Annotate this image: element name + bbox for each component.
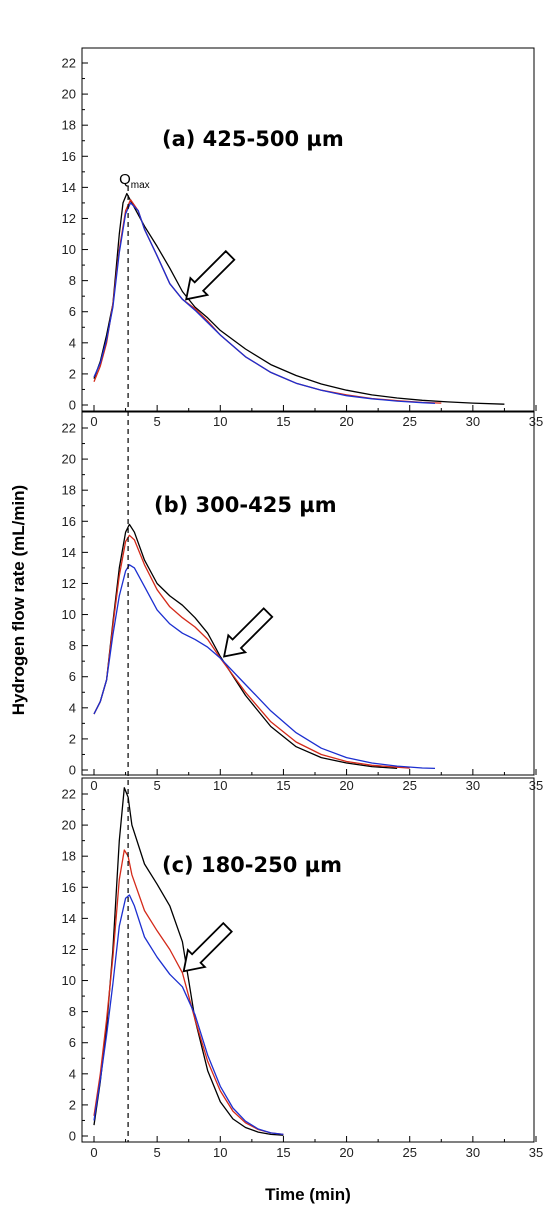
panel-c-ytick-label: 6 [69, 1035, 76, 1050]
panel-a-frame [81, 47, 535, 412]
panel-a-arrow [185, 249, 236, 301]
panel-a-ytick-label: 6 [69, 304, 76, 319]
panel-b-ytick-label: 14 [62, 545, 76, 560]
panel-b-xtick-label: 25 [402, 778, 416, 793]
y-axis-title: Hydrogen flow rate (mL/min) [9, 485, 28, 715]
panel-b-ytick-label: 8 [69, 638, 76, 653]
panel-a-ytick-label: 16 [62, 149, 76, 164]
x-axis-title: Time (min) [265, 1185, 351, 1204]
panel-b-ytick-label: 2 [69, 731, 76, 746]
panel-c-series [93, 787, 284, 1136]
qmax-main: Q [119, 171, 131, 188]
panel-a-xtick-label: 10 [213, 414, 227, 429]
panel-c-xtick-label: 25 [402, 1145, 416, 1160]
panel-b-ytick-label: 0 [69, 763, 76, 778]
panel-c-title: (c) 180-250 µm [162, 853, 342, 877]
panel-b-series-blue [93, 564, 436, 770]
panel-c-xtick-label: 15 [276, 1145, 290, 1160]
qmax-subscript: max [131, 180, 150, 191]
panel-b-xtick-label: 0 [90, 778, 97, 793]
panel-a-xtick-label: 35 [529, 414, 543, 429]
panel-a-xtick-label: 30 [466, 414, 480, 429]
panel-b-title: (b) 300-425 µm [154, 493, 337, 517]
panel-b-frame [81, 411, 535, 776]
panel-b-xtick-label: 10 [213, 778, 227, 793]
panel-c-ytick-label: 14 [62, 911, 76, 926]
panel-a-ytick-label: 2 [69, 366, 76, 381]
panel-a-ytick-label: 18 [62, 118, 76, 133]
panel-b-ytick-label: 20 [62, 452, 76, 467]
panel-a-series-blue [93, 202, 436, 405]
panel-b-ytick-label: 22 [62, 421, 76, 436]
panel-c-series-red [93, 849, 284, 1136]
panel-b-arrow [222, 607, 274, 658]
panel-c-ytick-label: 0 [69, 1129, 76, 1144]
panel-b-xtick-label: 5 [154, 778, 161, 793]
panel-c-ytick-label: 18 [62, 849, 76, 864]
panel-a-xtick-label: 5 [154, 414, 161, 429]
panel-b-ytick-label: 16 [62, 514, 76, 529]
panel-a-title: (a) 425-500 µm [162, 127, 344, 151]
panel-a-series [93, 192, 505, 405]
panel-b-series [93, 523, 436, 770]
panel-c-ytick-label: 10 [62, 973, 76, 988]
panel-b-xtick-label: 15 [276, 778, 290, 793]
panel-c-ytick-label: 8 [69, 1004, 76, 1019]
panel-a-ytick-label: 4 [69, 335, 76, 350]
panel-a-series-black [93, 192, 505, 405]
panel-c-xtick-label: 10 [213, 1145, 227, 1160]
panel-a-xtick-label: 15 [276, 414, 290, 429]
panel-c-xtick-label: 20 [339, 1145, 353, 1160]
panel-c-arrow [182, 921, 233, 973]
panel-b-ytick-label: 10 [62, 607, 76, 622]
panel-c-ytick-label: 12 [62, 942, 76, 957]
panel-c-series-black [93, 787, 284, 1136]
panel-c-xtick-label: 30 [466, 1145, 480, 1160]
panel-c-frame [81, 777, 535, 1143]
panel-b-ytick-label: 18 [62, 483, 76, 498]
arrows [182, 249, 274, 973]
panel-c-ytick-label: 22 [62, 787, 76, 802]
panel-b-series-black [93, 523, 398, 770]
panel-c-ytick-label: 16 [62, 880, 76, 895]
panel-a-series-red [93, 199, 442, 404]
panel-a-ytick-label: 8 [69, 273, 76, 288]
panel-a-xtick-label: 0 [90, 414, 97, 429]
panel-a-ytick-label: 10 [62, 242, 76, 257]
panel-b-xtick-label: 30 [466, 778, 480, 793]
panel-a-ytick-label: 14 [62, 180, 76, 195]
panel-b-ytick-label: 12 [62, 576, 76, 591]
panel-b-xtick-label: 35 [529, 778, 543, 793]
panel-c-xtick-label: 5 [154, 1145, 161, 1160]
panel-a-xtick-label: 20 [339, 414, 353, 429]
panel-c-ytick-label: 4 [69, 1066, 76, 1081]
panel-a-ytick-label: 20 [62, 87, 76, 102]
panel-b-series-red [93, 534, 410, 769]
panel-c-ytick-label: 20 [62, 818, 76, 833]
panel-a-ytick-label: 12 [62, 211, 76, 226]
panel-b-ytick-label: 6 [69, 669, 76, 684]
panel-c-xtick-label: 0 [90, 1145, 97, 1160]
panel-c-ytick-label: 2 [69, 1097, 76, 1112]
panel-a-ytick-label: 0 [69, 398, 76, 413]
panel-a-xtick-label: 25 [402, 414, 416, 429]
qmax-label: Qmax [119, 171, 150, 191]
panel-c-series-blue [93, 894, 284, 1136]
panel-a-ytick-label: 22 [62, 56, 76, 71]
panel-b-ytick-label: 4 [69, 700, 76, 715]
panel-c-xtick-label: 35 [529, 1145, 543, 1160]
panel-b-xtick-label: 20 [339, 778, 353, 793]
